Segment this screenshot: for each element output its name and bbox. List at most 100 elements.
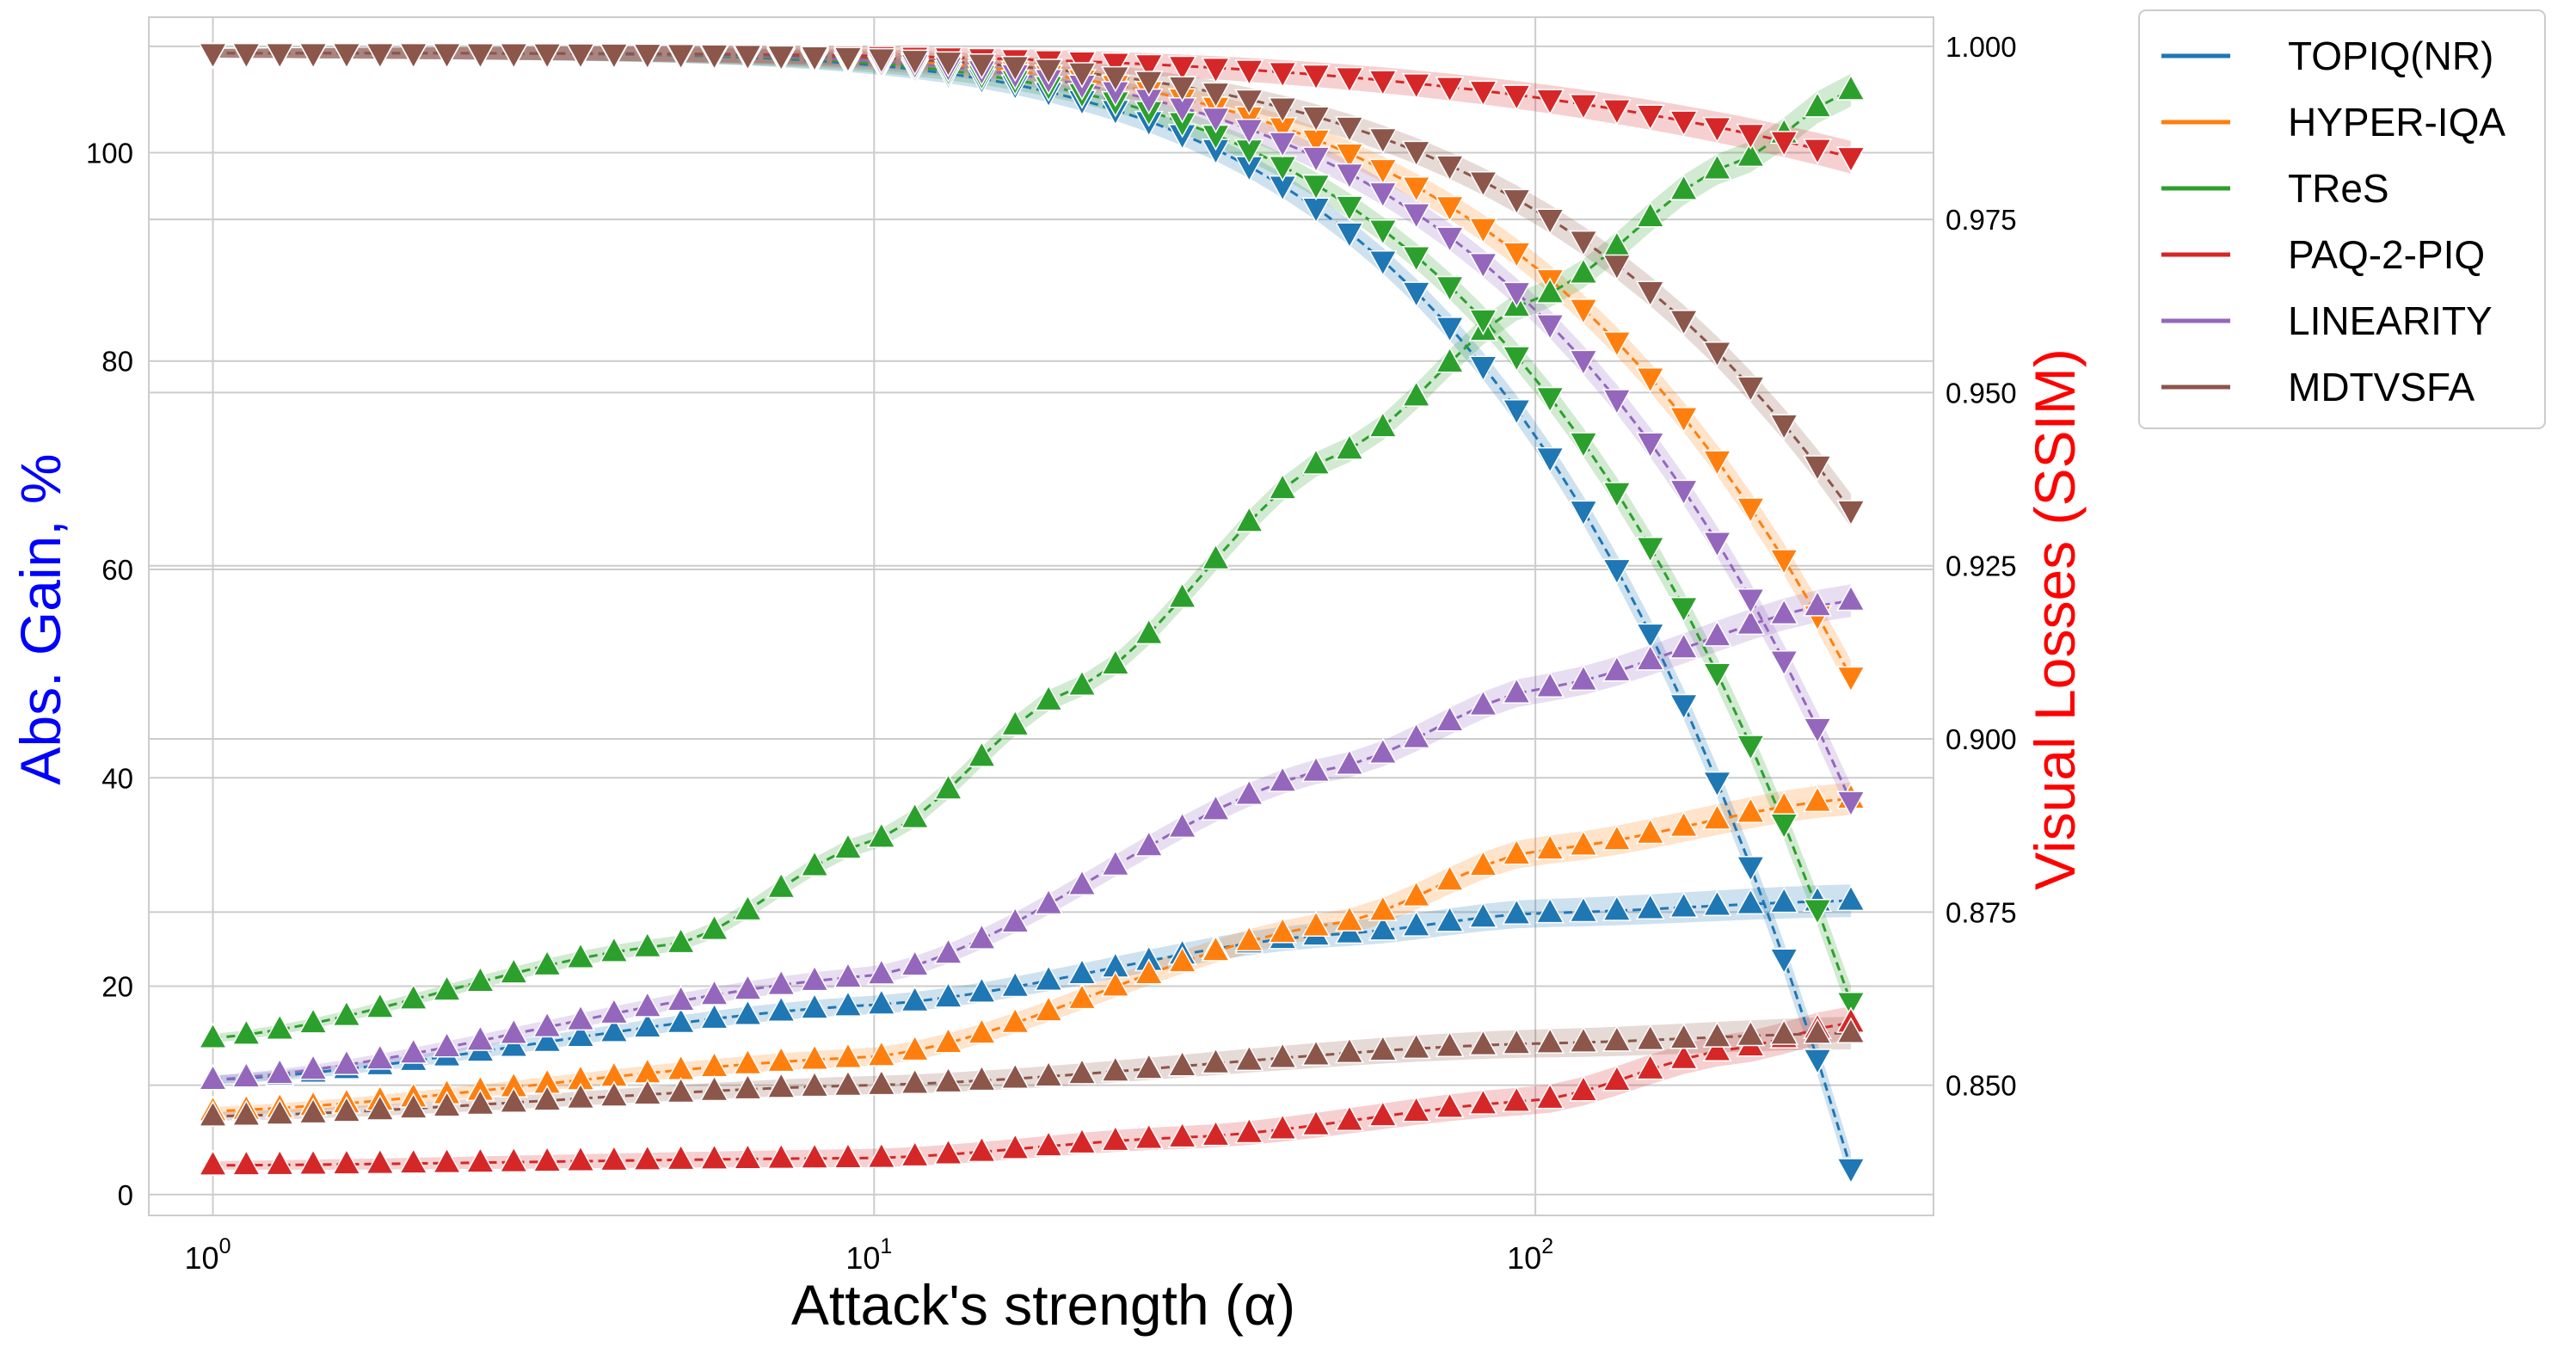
gain-point-MDTVSFA [632,1078,662,1105]
gain-point-LINEARITY [1301,755,1331,783]
ssim-point-MDTVSFA [967,53,997,80]
ssim-point-HYPER-IQA [1836,666,1866,693]
gain-point-MDTVSFA [900,1067,930,1095]
ssim-point-MDTVSFA [1569,230,1598,257]
gain-point-LINEARITY [1702,620,1732,647]
ssim-point-MDTVSFA [1268,97,1298,124]
ssim-point-HYPER-IQA [1702,450,1732,477]
gain-point-MDTVSFA [599,1080,629,1107]
x-axis-label: Attack's strength (α) [791,1273,1295,1337]
legend-label: TReS [2288,166,2389,211]
ssim-point-LINEARITY [1268,132,1298,158]
ssim-point-MDTVSFA [1401,140,1431,168]
gain-point-PAQ-2-PIQ [566,1145,595,1172]
gain-point-PAQ-2-PIQ [1268,1113,1298,1141]
ssim-point-TReS [1836,992,1866,1018]
gain-point-TReS [532,949,563,976]
gain-point-LINEARITY [465,1024,495,1051]
gain-point-PAQ-2-PIQ [933,1138,963,1166]
ssim-band-HYPER-IQA [212,46,1851,693]
ssim-point-MDTVSFA [699,44,729,71]
gain-band-HYPER-IQA [212,782,1851,1116]
gain-point-TReS [1134,618,1164,645]
gain-point-MDTVSFA [566,1082,595,1110]
gain-point-TOPIQ(NR) [800,993,830,1019]
gain-point-PAQ-2-PIQ [866,1141,896,1169]
gain-point-LINEARITY [1669,632,1699,659]
ssim-point-TOPIQ(NR) [1803,1049,1832,1075]
gain-point-PAQ-2-PIQ [298,1148,329,1175]
gain-point-PAQ-2-PIQ [666,1143,696,1171]
gain-point-PAQ-2-PIQ [900,1140,930,1167]
gain-point-HYPER-IQA [1803,785,1832,813]
gain-point-MDTVSFA [1401,1032,1431,1060]
ssim-point-TReS [1569,432,1598,458]
gain-point-MDTVSFA [1335,1036,1364,1064]
ssim-point-HYPER-IQA [1569,298,1598,325]
gain-point-TOPIQ(NR) [1368,914,1398,941]
y-left-tick-label: 20 [101,971,133,1003]
legend-label: LINEARITY [2288,298,2493,343]
legend-label: TOPIQ(NR) [2288,34,2493,78]
ssim-point-TOPIQ(NR) [1635,623,1665,650]
ssim-point-TOPIQ(NR) [1669,693,1699,721]
ssim-point-TReS [1702,662,1732,690]
y-right-tick-label: 0.925 [1946,550,2017,582]
gain-point-LINEARITY [1836,584,1866,612]
gain-point-LINEARITY [265,1058,295,1085]
gain-point-TReS [1268,473,1298,500]
gain-point-TOPIQ(NR) [1502,898,1532,925]
gain-point-MDTVSFA [231,1099,261,1126]
ssim-point-MDTVSFA [1100,65,1130,93]
ssim-point-HYPER-IQA [1669,406,1699,434]
gain-point-PAQ-2-PIQ [766,1142,796,1170]
ssim-point-MDTVSFA [566,43,595,70]
gain-point-TOPIQ(NR) [1569,895,1598,923]
gain-point-PAQ-2-PIQ [532,1146,563,1172]
ssim-point-LINEARITY [1301,146,1331,173]
gain-point-HYPER-IQA [967,1018,997,1044]
ssim-point-TReS [1602,482,1632,508]
gain-point-LINEARITY [967,923,997,950]
gain-point-PAQ-2-PIQ [1000,1133,1030,1159]
gain-point-LINEARITY [1736,608,1766,636]
ssim-point-MDTVSFA [1301,106,1331,133]
ssim-point-MDTVSFA [1134,71,1164,97]
gain-band-MDTVSFA [212,1017,1851,1121]
ssim-point-LINEARITY [1368,181,1398,209]
gain-point-TReS [566,942,595,969]
ssim-point-MDTVSFA [1034,58,1064,85]
series-layer [198,42,1866,1185]
gain-point-MDTVSFA [365,1094,395,1121]
gain-point-PAQ-2-PIQ [1502,1086,1532,1112]
gain-point-MDTVSFA [1635,1024,1665,1051]
gain-point-PAQ-2-PIQ [1702,1035,1732,1062]
ssim-point-MDTVSFA [465,42,495,70]
ssim-point-LINEARITY [1736,587,1766,615]
ssim-point-TOPIQ(NR) [1736,856,1766,883]
ssim-point-HYPER-IQA [1635,367,1665,394]
ssim-point-PAQ-2-PIQ [1736,123,1766,151]
ssim-point-MDTVSFA [599,43,629,70]
gain-point-HYPER-IQA [1201,935,1231,962]
ssim-point-LINEARITY [1769,649,1799,677]
gain-point-PAQ-2-PIQ [800,1142,830,1169]
ssim-point-MDTVSFA [265,42,295,70]
gain-point-PAQ-2-PIQ [1435,1092,1465,1118]
gain-point-PAQ-2-PIQ [1569,1075,1598,1102]
gain-point-LINEARITY [1067,869,1097,896]
gain-point-TOPIQ(NR) [1535,896,1565,924]
gain-point-TReS [499,957,529,984]
gain-point-LINEARITY [833,962,863,988]
gain-point-PAQ-2-PIQ [1301,1109,1331,1136]
ssim-point-LINEARITY [1836,790,1866,818]
ssim-point-PAQ-2-PIQ [1569,94,1598,120]
ssim-point-TReS [1435,275,1465,303]
gain-point-LINEARITY [332,1049,361,1075]
gain-point-MDTVSFA [1368,1034,1398,1061]
gain-point-TReS [733,894,763,921]
gain-point-TOPIQ(NR) [1769,886,1799,913]
plot-frame [148,16,1934,1216]
gain-point-TOPIQ(NR) [833,990,863,1017]
ssim-point-MDTVSFA [332,42,361,70]
